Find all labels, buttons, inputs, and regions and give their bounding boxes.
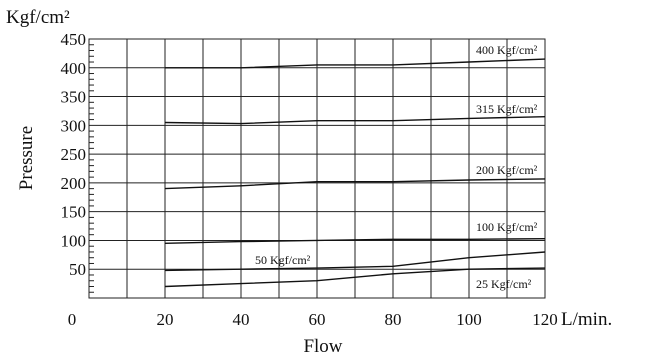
y-tick-label: 200 bbox=[61, 174, 87, 193]
y-tick-label: 150 bbox=[61, 203, 87, 222]
series-lines bbox=[164, 58, 546, 288]
series-label-0: 400 Kgf/cm² bbox=[476, 43, 538, 57]
y-tick-label: 450 bbox=[61, 30, 87, 49]
y-tick-label: 400 bbox=[61, 59, 87, 78]
x-tick-label: 60 bbox=[309, 310, 326, 329]
series-line-1 bbox=[164, 116, 546, 125]
series-label-1: 315 Kgf/cm² bbox=[476, 102, 538, 116]
tick-labels: 0 20 40 60 80 100 120 50 100 150 200 250 300 350 400 45… bbox=[61, 30, 558, 329]
series-line-4 bbox=[164, 251, 546, 272]
x-tick-label: 20 bbox=[157, 310, 174, 329]
series-line-5 bbox=[164, 267, 546, 288]
x-tick-label: 40 bbox=[233, 310, 250, 329]
x-unit-label: L/min. bbox=[561, 309, 612, 330]
y-minor-ticks bbox=[89, 44, 94, 293]
y-tick-label: 250 bbox=[61, 145, 87, 164]
x-tick-label: 0 bbox=[68, 310, 77, 329]
y-axis-title: Pressure bbox=[16, 126, 37, 190]
series-line-2 bbox=[164, 178, 546, 190]
x-tick-label: 120 bbox=[532, 310, 558, 329]
series-labels: 400 Kgf/cm² 315 Kgf/cm² 200 Kgf/cm² 100 Kgf… bbox=[255, 43, 538, 291]
series-label-5: 25 Kgf/cm² bbox=[476, 277, 532, 291]
y-unit-label: Kgf/cm² bbox=[6, 7, 70, 28]
series-label-3: 100 Kgf/cm² bbox=[476, 220, 538, 234]
y-tick-label: 50 bbox=[69, 260, 86, 279]
x-tick-label: 80 bbox=[385, 310, 402, 329]
y-tick-label: 100 bbox=[61, 231, 87, 250]
series-label-4: 50 Kgf/cm² bbox=[255, 253, 311, 267]
y-tick-label: 350 bbox=[61, 88, 87, 107]
x-axis-title: Flow bbox=[303, 336, 342, 357]
x-tick-label: 100 bbox=[456, 310, 482, 329]
series-line-3 bbox=[164, 238, 546, 244]
series-line-0 bbox=[165, 58, 546, 69]
y-tick-label: 300 bbox=[61, 116, 87, 135]
series-label-2: 200 Kgf/cm² bbox=[476, 163, 538, 177]
